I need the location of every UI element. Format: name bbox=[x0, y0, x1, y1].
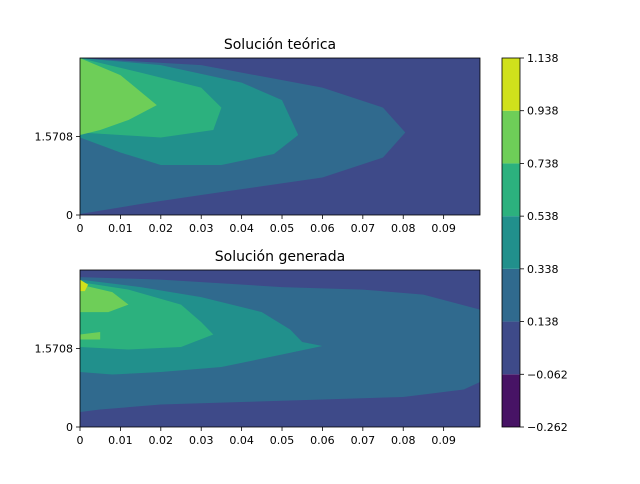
contour-band bbox=[80, 284, 129, 313]
x-tick-label: 0.05 bbox=[270, 434, 295, 447]
panels-group: Solución teórica 0 0.01 0.02 0.03 0.04 0.05 0.0… bbox=[35, 37, 481, 447]
x-tick-label: 0.07 bbox=[351, 434, 376, 447]
x-tick-label: 0 bbox=[77, 434, 84, 447]
x-tick-label: 0.04 bbox=[229, 222, 254, 235]
x-tick-label: 0.09 bbox=[431, 434, 456, 447]
colorbar-segment bbox=[502, 110, 520, 164]
y-tick-label: 1.5708 bbox=[35, 342, 74, 355]
contour-band bbox=[80, 58, 157, 135]
colorbar-tick-label: 0.938 bbox=[527, 105, 559, 118]
colorbar-segment bbox=[502, 163, 520, 217]
x-tick-label: 0.08 bbox=[391, 222, 416, 235]
contour-island bbox=[80, 332, 101, 340]
x-tick-label: 0 bbox=[77, 222, 84, 235]
x-tick-label: 0.07 bbox=[351, 222, 376, 235]
x-tick-label: 0.05 bbox=[270, 222, 295, 235]
panel-1: Solución teórica 0 0.01 0.02 0.03 0.04 0.05 0.0… bbox=[35, 37, 481, 235]
colorbar-segment bbox=[502, 374, 520, 427]
panel-title: Solución teórica bbox=[224, 37, 336, 53]
panel-2: Solución generada 0 0.01 0.02 0.03 0.04 0.05 0.… bbox=[35, 249, 481, 447]
panel-title: Solución generada bbox=[215, 249, 345, 265]
colorbar-tick-label: 0.138 bbox=[527, 316, 559, 329]
colorbar-tick-label: 0.538 bbox=[527, 210, 559, 223]
colorbar-tick-label: −0.062 bbox=[527, 368, 568, 381]
y-tick-label: 0 bbox=[66, 421, 73, 434]
colorbar-segment bbox=[502, 216, 520, 269]
colorbar-tick-label: 0.338 bbox=[527, 263, 559, 276]
x-tick-label: 0.02 bbox=[149, 222, 174, 235]
x-tick-label: 0.02 bbox=[149, 434, 174, 447]
x-tick-label: 0.04 bbox=[229, 434, 254, 447]
x-tick-label: 0.03 bbox=[189, 434, 214, 447]
x-tick-label: 0.06 bbox=[310, 222, 335, 235]
colorbar-segment bbox=[502, 321, 520, 375]
colorbar-frame bbox=[501, 57, 521, 428]
plot-area bbox=[80, 58, 480, 215]
x-tick-label: 0.06 bbox=[310, 434, 335, 447]
x-tick-label: 0.01 bbox=[108, 434, 133, 447]
colorbar-segment bbox=[502, 58, 520, 111]
colorbar-tick-label: 0.738 bbox=[527, 157, 559, 170]
x-tick-label: 0.01 bbox=[108, 222, 133, 235]
plot-area bbox=[80, 270, 480, 427]
colorbar-segment bbox=[502, 268, 520, 322]
colorbar-tick-label: −0.262 bbox=[527, 421, 568, 434]
contour-band bbox=[80, 279, 89, 292]
x-tick-label: 0.08 bbox=[391, 434, 416, 447]
y-tick-label: 0 bbox=[66, 209, 73, 222]
x-tick-label: 0.03 bbox=[189, 222, 214, 235]
colorbar: −0.262 −0.062 0.138 0.338 0.538 0.738 0.938 1.1… bbox=[501, 52, 568, 434]
x-tick-label: 0.09 bbox=[431, 222, 456, 235]
colorbar-tick-label: 1.138 bbox=[527, 52, 559, 65]
y-tick-label: 1.5708 bbox=[35, 130, 74, 143]
